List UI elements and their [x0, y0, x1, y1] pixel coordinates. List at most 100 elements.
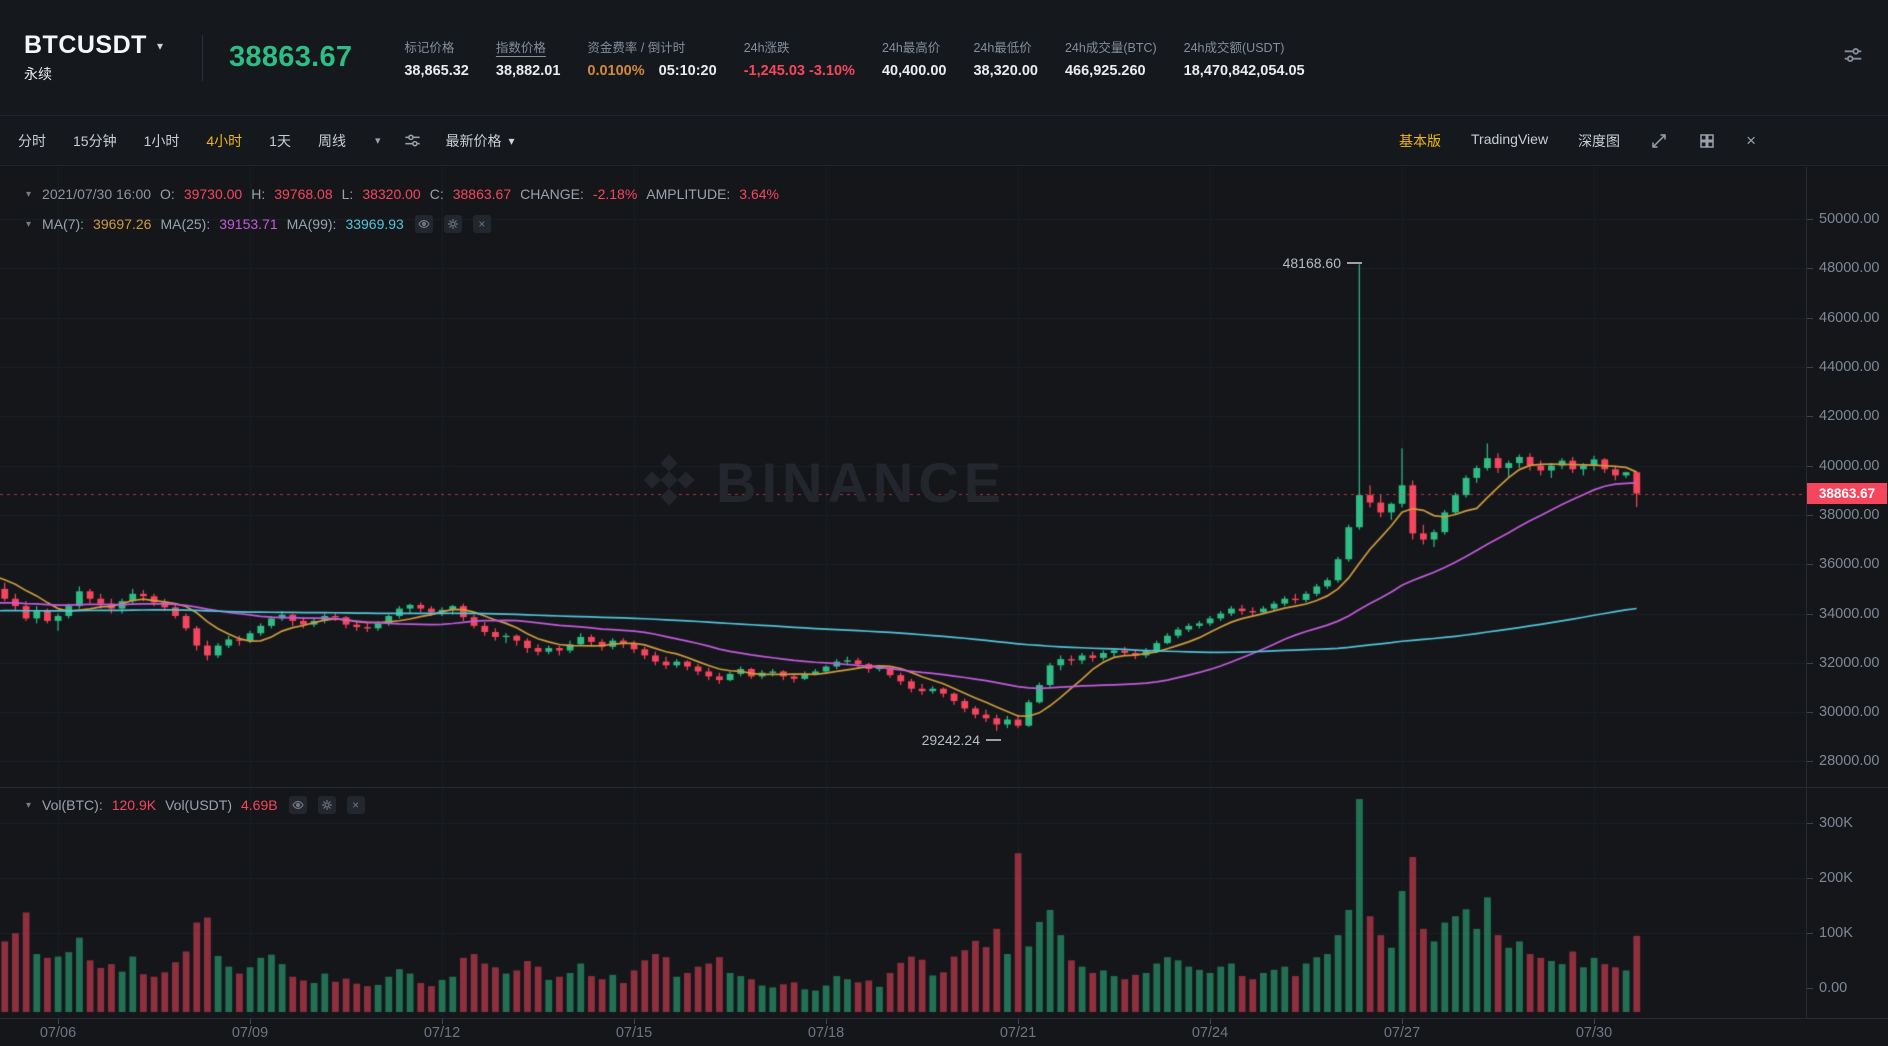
time-tick-mark [1210, 1019, 1211, 1024]
close-value: 38863.67 [452, 186, 512, 202]
price-tick-mark [1807, 465, 1813, 467]
volume-visibility-eye-icon[interactable] [288, 796, 307, 814]
ma-remove-close-icon[interactable]: × [472, 215, 491, 233]
price-tick-mark [1807, 317, 1813, 319]
interval-4小时[interactable]: 4小时 [206, 132, 243, 149]
time-tick-mark [1018, 1019, 1019, 1024]
ticker-stat: 24h涨跌 -1,245.03 -3.10% [744, 37, 855, 79]
stat-value: 18,470,842,054.05 [1183, 62, 1305, 79]
last-price: 38863.67 [229, 41, 353, 73]
ohlc-legend: ▾ 2021/07/30 16:00 O: 39730.00 H: 39768.… [26, 186, 779, 202]
collapse-volume-icon[interactable]: ▾ [26, 799, 32, 811]
time-tick-mark [1402, 1019, 1403, 1024]
interval-15分钟[interactable]: 15分钟 [73, 132, 117, 149]
volume-settings-gear-icon[interactable] [317, 796, 336, 814]
view-switcher: 基本版 TradingView 深度图 [1369, 131, 1620, 151]
time-tick-label: 07/21 [999, 1025, 1037, 1041]
low-label: L: [341, 186, 354, 202]
view-深度图[interactable]: 深度图 [1578, 132, 1621, 149]
interval-分时[interactable]: 分时 [18, 132, 46, 149]
price-tick-label: 32000.00 [1819, 654, 1880, 671]
fullscreen-icon[interactable] [1650, 132, 1668, 150]
view-TradingView[interactable]: TradingView [1471, 130, 1549, 147]
chart-area[interactable]: BINANCE ▾ 2021/07/30 16:00 O: 39730.00 H… [0, 167, 1888, 1046]
stat-label: 24h成交量(BTC) [1064, 40, 1157, 55]
interval-1天[interactable]: 1天 [269, 132, 291, 149]
preferences-sliders-icon[interactable] [1842, 44, 1864, 71]
ma25-value: 39153.71 [219, 216, 278, 232]
ticker-stat: 24h最高价 40,400.00 [882, 37, 947, 79]
time-tick-label: 07/24 [1191, 1025, 1229, 1041]
indicator-settings-icon[interactable] [403, 131, 422, 150]
collapse-ohlc-icon[interactable]: ▾ [26, 188, 32, 200]
close-label: C: [429, 186, 444, 202]
collapse-ma-icon[interactable]: ▾ [26, 218, 32, 230]
price-tick-mark [1807, 514, 1813, 516]
time-tick-mark [250, 1019, 251, 1024]
time-tick-label: 07/15 [615, 1025, 653, 1041]
symbol-selector[interactable]: BTCUSDT ▾ 永续 [24, 31, 184, 84]
price-type-dropdown[interactable]: 最新价格 ▾ [446, 131, 515, 151]
ma-visibility-eye-icon[interactable] [414, 215, 433, 233]
price-type-label: 最新价格 [445, 132, 502, 149]
change-value: -2.18% [592, 186, 638, 202]
price-tick-mark [1807, 761, 1813, 763]
stat-value: 0.0100% [587, 62, 645, 79]
time-tick-label: 07/06 [39, 1025, 77, 1041]
time-tick-label: 07/27 [1383, 1025, 1421, 1041]
change-label: CHANGE: [520, 186, 584, 202]
stat-value: 38,865.32 [404, 62, 469, 79]
price-tick-label: 42000.00 [1819, 408, 1880, 425]
interval-more-caret-icon[interactable]: ▾ [374, 135, 381, 147]
ticker-stat: 24h最低价 38,320.00 [973, 37, 1038, 79]
price-type-caret-icon: ▾ [508, 133, 515, 148]
time-tick-mark [634, 1019, 635, 1024]
ticker-stat: 指数价格 38,882.01 [496, 37, 561, 79]
vol-btc-value: 120.9K [111, 797, 157, 813]
view-基本版[interactable]: 基本版 [1399, 132, 1442, 149]
price-tick-mark [1807, 564, 1813, 566]
ticker-stat: 24h成交额(USDT) 18,470,842,054.05 [1184, 37, 1305, 79]
stat-label: 标记价格 [404, 40, 455, 55]
time-tick-mark [1594, 1019, 1595, 1024]
amplitude-value: 3.64% [739, 186, 779, 202]
pane-divider[interactable] [0, 787, 1888, 788]
contract-type-label: 永续 [24, 66, 52, 82]
symbol-caret-icon: ▾ [156, 38, 163, 53]
interval-1小时[interactable]: 1小时 [143, 132, 180, 149]
time-tick-mark [58, 1019, 59, 1024]
low-annotation-pointer [986, 738, 1001, 741]
high-price-annotation: 48168.60 [1283, 255, 1362, 271]
stat-value: 05:10:20 [658, 62, 717, 79]
volume-tick-label: 200K [1819, 870, 1853, 886]
volume-legend: ▾ Vol(BTC): 120.9K Vol(USDT) 4.69B × [26, 796, 365, 814]
header-divider [202, 34, 203, 81]
open-label: O: [160, 186, 175, 202]
time-axis[interactable]: 07/06 07/09 07/12 07/15 07/18 07/21 07/24 07/27… [0, 1018, 1888, 1046]
low-value: 38320.00 [362, 186, 421, 202]
grid-layout-icon[interactable] [1698, 132, 1716, 150]
price-tick-label: 28000.00 [1819, 753, 1880, 770]
open-value: 39730.00 [183, 186, 243, 202]
interval-周线[interactable]: 周线 [317, 132, 346, 149]
ma99-label: MA(99): [286, 216, 337, 232]
interval-group: 分时 15分钟 1小时 4小时 1天 周线 [18, 131, 373, 151]
close-chart-icon[interactable]: × [1746, 130, 1756, 150]
price-tick-label: 48000.00 [1819, 260, 1880, 277]
time-tick-label: 07/12 [423, 1025, 461, 1041]
candlestick-canvas[interactable] [0, 167, 1806, 1018]
volume-remove-close-icon[interactable]: × [346, 796, 365, 814]
ma99-value: 33969.93 [345, 216, 404, 232]
stat-label: 24h最高价 [881, 40, 941, 55]
ma-settings-gear-icon[interactable] [443, 215, 462, 233]
price-tick-label: 46000.00 [1819, 309, 1880, 326]
price-tick-label: 30000.00 [1819, 704, 1880, 721]
low-annotation-value: 29242.24 [921, 731, 980, 748]
high-annotation-pointer [1347, 262, 1362, 265]
high-value: 39768.08 [274, 186, 333, 202]
price-axis[interactable]: 50000.00 48000.00 46000.00 44000.00 42000.00… [1806, 167, 1888, 1018]
chart-toolbar: 分时 15分钟 1小时 4小时 1天 周线 ▾ 最新价格 ▾ 基本版 TradingView… [0, 116, 1888, 166]
vol-usdt-label: Vol(USDT) [165, 797, 232, 813]
stat-value: -1,245.03 -3.10% [743, 62, 855, 79]
time-tick-mark [826, 1019, 827, 1024]
